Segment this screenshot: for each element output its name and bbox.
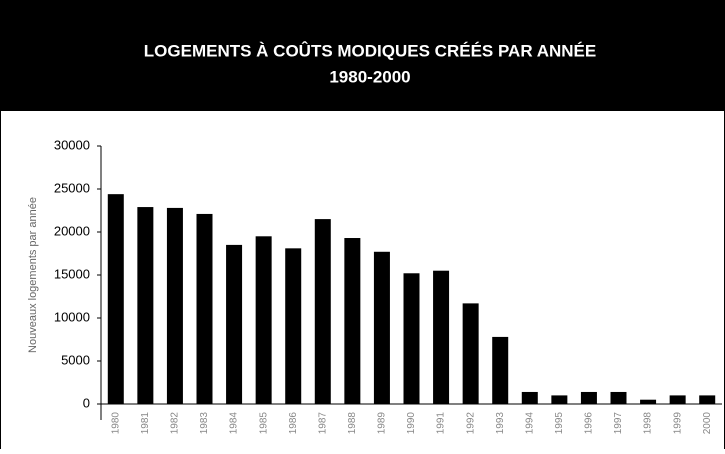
x-tick-label: 1984 [229,412,240,435]
chart-title: LOGEMENTS À COÛTS MODIQUES CRÉÉS PAR ANN… [144,41,596,60]
bar [344,238,361,404]
header-band [0,0,725,111]
bar [433,270,450,404]
bar [610,391,627,404]
y-tick-label: 0 [83,395,90,410]
x-tick-label: 2000 [702,412,713,435]
bar [137,207,154,404]
y-tick-label: 5000 [61,352,90,367]
y-tick-label: 20000 [54,223,90,238]
bar [107,194,124,404]
x-tick-label: 1986 [288,412,299,435]
x-tick-label: 1988 [347,412,358,435]
x-tick-label: 1994 [524,412,535,435]
bar [699,395,716,404]
x-tick-label: 1995 [554,412,565,435]
bar [373,251,390,404]
bar [640,399,657,404]
bar [492,336,509,404]
bar [462,303,479,404]
x-tick-label: 1991 [436,412,447,435]
x-tick-label: 1998 [643,412,654,435]
x-tick-label: 1992 [465,412,476,435]
x-tick-label: 1996 [584,412,595,435]
bar [669,395,686,404]
bar [580,391,597,404]
bar [196,213,213,404]
y-tick-label: 25000 [54,180,90,195]
x-tick-label: 1982 [170,412,181,435]
x-tick-label: 1980 [110,412,121,435]
bar [314,219,331,404]
x-tick-label: 1999 [672,412,683,435]
bar [255,236,272,404]
x-tick-label: 1981 [140,412,151,435]
x-tick-label: 1985 [258,412,269,435]
bar [166,207,183,404]
bar [551,395,568,404]
bar [226,244,243,404]
x-tick-label: 1987 [317,412,328,435]
x-tick-label: 1989 [377,412,388,435]
y-tick-label: 15000 [54,266,90,281]
y-tick-label: 30000 [54,137,90,152]
x-tick-label: 1993 [495,412,506,435]
bar [403,273,420,404]
y-tick-label: 10000 [54,309,90,324]
x-tick-label: 1990 [406,412,417,435]
bar [521,391,538,404]
y-axis-label: Nouveaux logements par année [27,197,39,353]
bar [285,248,302,404]
x-tick-label: 1983 [199,412,210,435]
chart-subtitle: 1980-2000 [329,67,410,86]
x-tick-label: 1997 [613,412,624,435]
